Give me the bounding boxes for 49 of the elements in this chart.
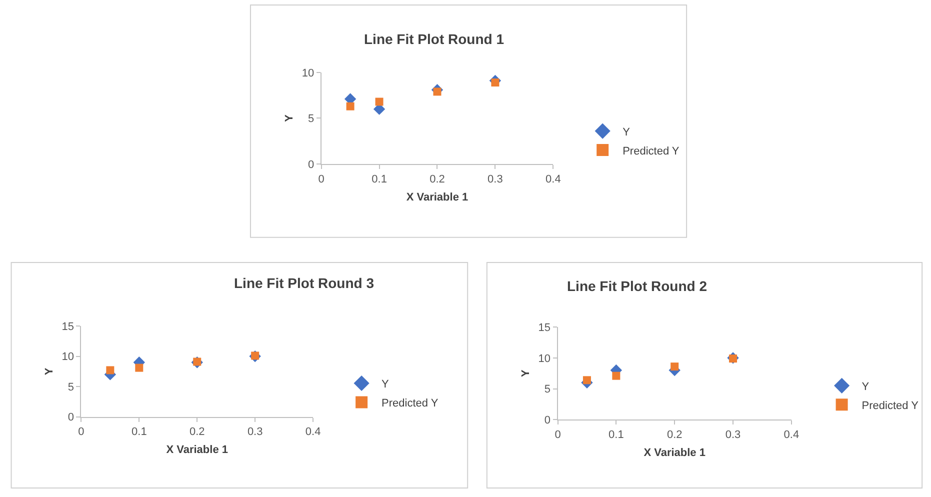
x-tick-label: 0.1 bbox=[608, 428, 624, 441]
x-tick-label: 0 bbox=[318, 173, 324, 186]
y-tick-label: 15 bbox=[538, 322, 551, 334]
y-axis-title: Y bbox=[43, 367, 56, 376]
y-tick-label: 10 bbox=[62, 351, 74, 364]
point bbox=[582, 376, 591, 384]
y-tick-label: 5 bbox=[544, 384, 551, 396]
chart-title: Line Fit Plot Round 1 bbox=[364, 31, 504, 47]
x-tick-label: 0.3 bbox=[247, 426, 263, 438]
point bbox=[135, 364, 144, 372]
y-tick-label: 15 bbox=[62, 320, 74, 333]
x-axis-title: X Variable 1 bbox=[644, 447, 706, 460]
x-tick-label: 0.3 bbox=[725, 428, 741, 441]
y-tick-label: 10 bbox=[538, 352, 551, 365]
legend-label: Predicted Y bbox=[862, 400, 920, 412]
x-axis-title: X Variable 1 bbox=[406, 191, 468, 204]
x-tick-label: 0 bbox=[78, 426, 84, 438]
point bbox=[491, 78, 500, 86]
x-tick-label: 0.1 bbox=[372, 173, 387, 186]
chart-title: Line Fit Plot Round 2 bbox=[567, 278, 708, 294]
legend-label: Y bbox=[622, 126, 631, 138]
x-tick-label: 0.2 bbox=[189, 426, 205, 438]
x-tick-label: 0.1 bbox=[132, 426, 147, 438]
y-axis-title: Y bbox=[520, 369, 532, 378]
legend-label: Y bbox=[382, 378, 390, 391]
legend-label: Predicted Y bbox=[622, 145, 680, 158]
y-tick-label: 0 bbox=[308, 158, 314, 171]
point bbox=[346, 102, 354, 110]
y-tick-label: 10 bbox=[302, 67, 314, 80]
x-tick-label: 0.4 bbox=[784, 428, 800, 441]
y-tick-label: 5 bbox=[68, 381, 74, 394]
x-tick-label: 0.4 bbox=[305, 426, 321, 438]
x-axis-title: X Variable 1 bbox=[166, 444, 228, 456]
point bbox=[375, 98, 384, 106]
legend-label: Predicted Y bbox=[382, 398, 439, 410]
x-tick-label: 0.2 bbox=[430, 173, 445, 186]
x-tick-label: 0.3 bbox=[488, 173, 503, 186]
x-tick-label: 0 bbox=[554, 428, 561, 441]
x-tick-label: 0.4 bbox=[546, 173, 561, 186]
point bbox=[106, 366, 114, 374]
y-axis-title: Y bbox=[284, 114, 296, 122]
point bbox=[612, 372, 620, 380]
point bbox=[670, 362, 679, 371]
x-tick-label: 0.2 bbox=[666, 428, 682, 441]
y-tick-label: 0 bbox=[544, 414, 551, 427]
y-tick-label: 0 bbox=[68, 412, 74, 424]
legend-label: Y bbox=[862, 380, 870, 393]
y-tick-label: 5 bbox=[308, 113, 314, 126]
chart-title: Line Fit Plot Round 3 bbox=[234, 275, 374, 291]
